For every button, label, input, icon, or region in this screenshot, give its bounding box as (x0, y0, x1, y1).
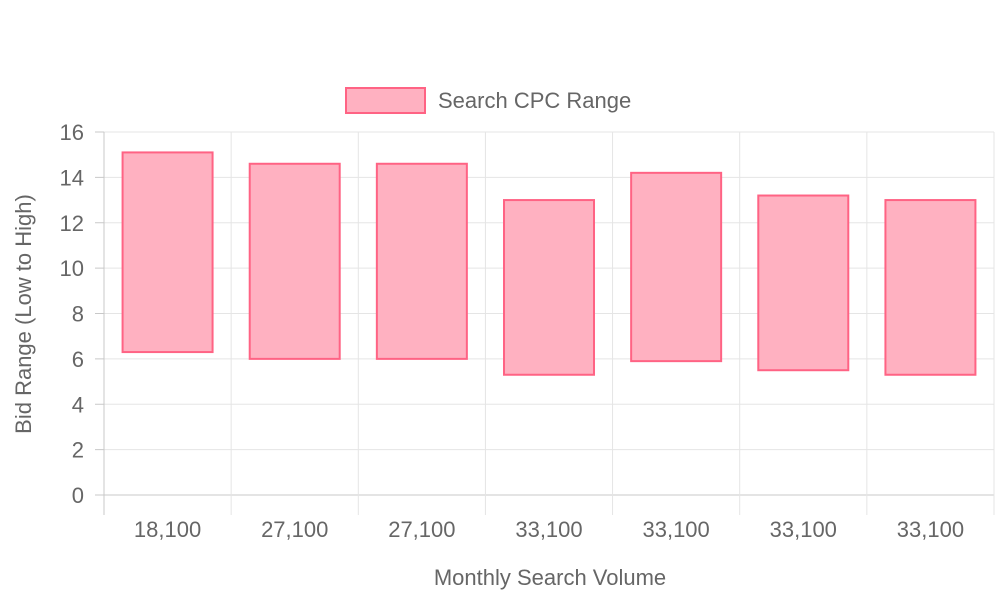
x-axis-title: Monthly Search Volume (434, 565, 666, 590)
x-tick-label: 27,100 (261, 517, 328, 542)
y-tick-label: 10 (60, 256, 84, 281)
range-bar (884, 199, 977, 376)
y-axis-title: Bid Range (Low to High) (11, 194, 36, 434)
x-axis-ticks: 18,100 27,100 27,100 33,100 33,100 33,100 33,1… (134, 517, 964, 542)
legend[interactable]: Search CPC Range (345, 87, 631, 114)
x-tick-label: 33,100 (897, 517, 964, 542)
legend-swatch[interactable] (345, 87, 426, 114)
y-tick-label: 16 (60, 120, 84, 145)
y-tick-label: 2 (72, 438, 84, 463)
y-tick-label: 12 (60, 211, 84, 236)
y-tick-label: 6 (72, 347, 84, 372)
range-bar (757, 194, 850, 372)
x-tick-label: 18,100 (134, 517, 201, 542)
range-bar (248, 162, 341, 360)
axes (95, 131, 104, 496)
range-bar (630, 171, 723, 363)
range-bar (375, 162, 468, 360)
x-tick-label: 33,100 (515, 517, 582, 542)
x-tick-label: 27,100 (388, 517, 455, 542)
y-tick-label: 14 (60, 165, 84, 190)
y-tick-label: 4 (72, 392, 84, 417)
bars (121, 151, 977, 376)
x-tick-label: 33,100 (770, 517, 837, 542)
range-bar (121, 151, 214, 354)
x-tick-label: 33,100 (642, 517, 709, 542)
legend-label[interactable]: Search CPC Range (438, 88, 631, 113)
y-axis-ticks: 0 2 4 6 8 10 12 14 16 (60, 120, 84, 508)
range-bar (503, 199, 595, 376)
y-tick-label: 0 (72, 483, 84, 508)
y-tick-label: 8 (72, 302, 84, 327)
